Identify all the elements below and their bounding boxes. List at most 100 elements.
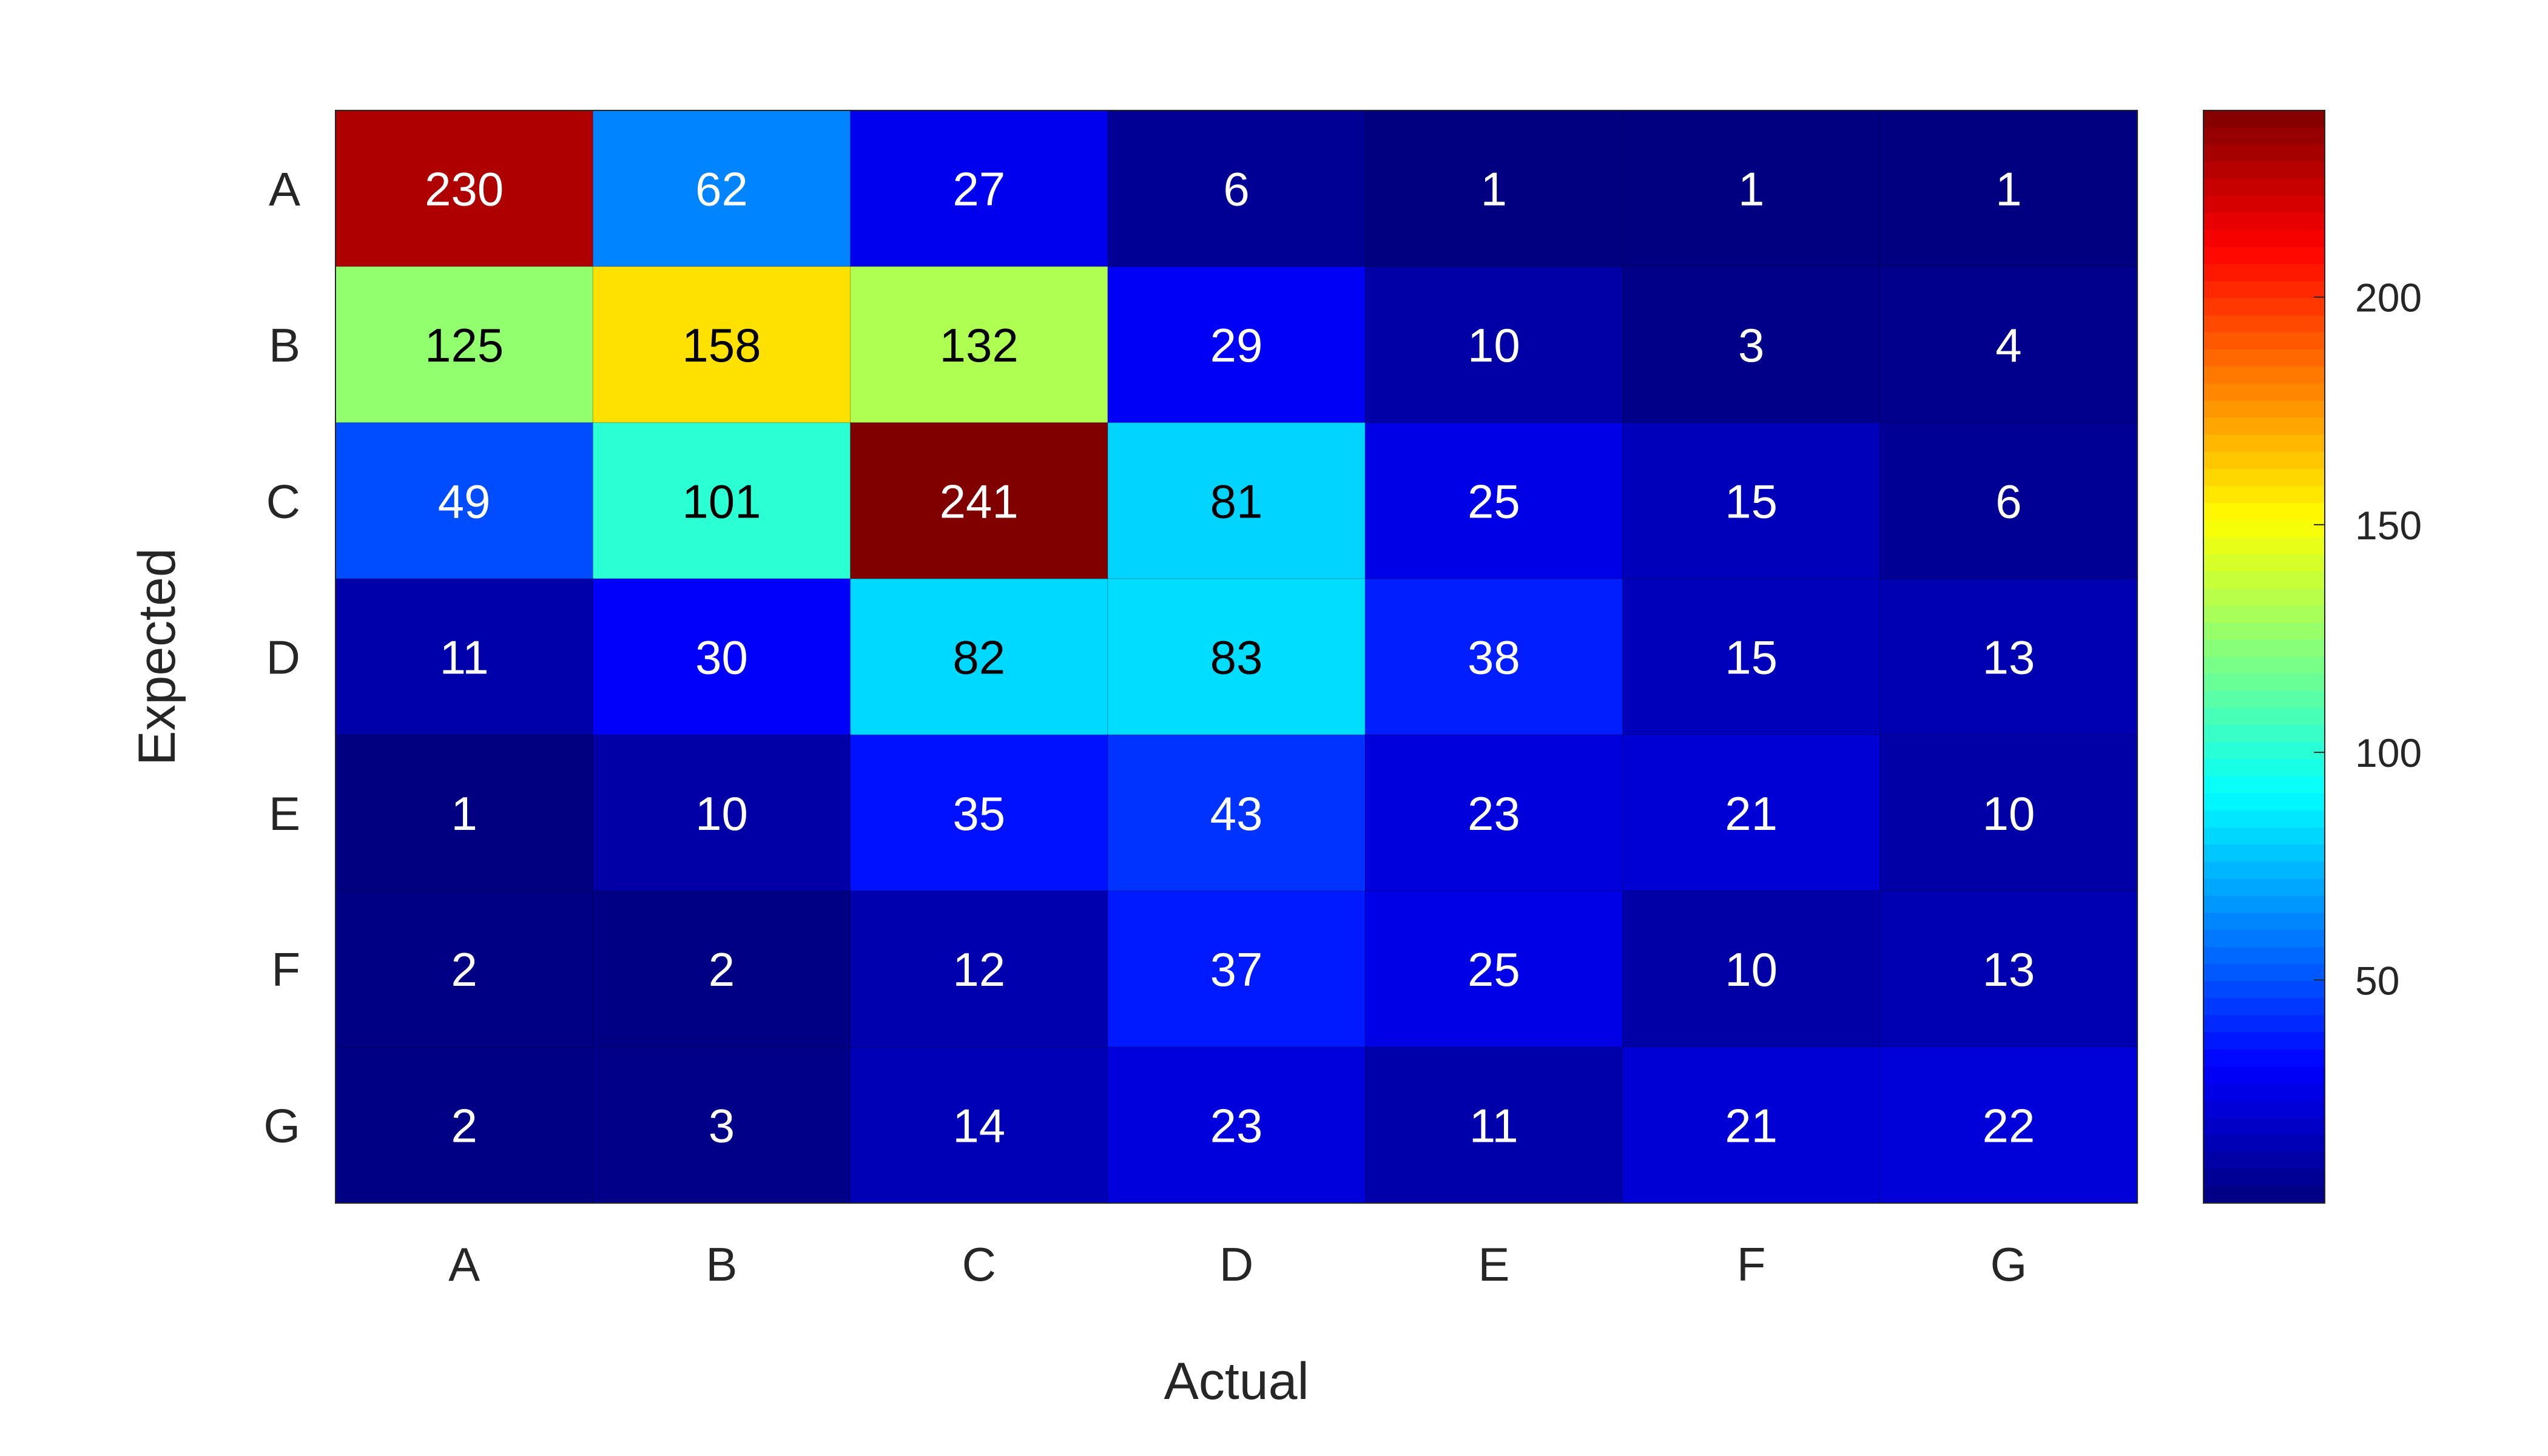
heatmap-cell <box>1622 1046 1881 1204</box>
colorbar-swatch <box>2203 810 2325 828</box>
heatmap-cell <box>592 578 851 736</box>
heatmap-cell <box>335 578 594 736</box>
heatmap-cell <box>592 1046 851 1204</box>
heatmap-cell <box>849 1046 1109 1204</box>
cell-value-label: 83 <box>1210 631 1263 684</box>
cell-value-label: 15 <box>1725 474 1778 528</box>
colorbar-swatch <box>2203 861 2325 879</box>
cell-value-label: 2 <box>709 943 735 996</box>
cell-value-label: 241 <box>940 474 1019 528</box>
heatmap-cell <box>1879 1046 2138 1204</box>
heatmap-cell <box>1364 266 1623 423</box>
cell-value-label: 6 <box>1995 474 2021 528</box>
colorbar-swatch <box>2203 656 2325 675</box>
colorbar-swatch <box>2203 690 2325 709</box>
heatmap-cell <box>592 734 851 892</box>
x-tick-label: B <box>706 1238 737 1291</box>
cell-value-label: 3 <box>1738 318 1764 372</box>
heatmap-cell <box>335 1046 594 1204</box>
heatmap-cell <box>592 890 851 1048</box>
colorbar-swatch <box>2203 1049 2325 1067</box>
cell-value-label: 27 <box>952 163 1005 216</box>
cell-value-label: 230 <box>425 163 504 216</box>
colorbar-swatch <box>2203 349 2325 367</box>
cell-value-label: 30 <box>695 631 748 684</box>
heatmap-cell <box>1879 110 2138 268</box>
cell-value-label: 10 <box>1725 943 1778 996</box>
y-tick-label: D <box>266 631 300 684</box>
y-tick-label: E <box>269 787 300 840</box>
colorbar-swatch <box>2203 588 2325 606</box>
cell-value-label: 22 <box>1983 1099 2035 1152</box>
heatmap-cell <box>1622 890 1881 1048</box>
cell-value-label: 15 <box>1725 631 1778 684</box>
heatmap-cell <box>592 266 851 423</box>
colorbar-swatch <box>2203 1117 2325 1136</box>
colorbar-swatch <box>2203 827 2325 845</box>
cell-value-label: 21 <box>1725 787 1778 840</box>
cell-value-label: 12 <box>952 943 1005 996</box>
colorbar-swatch <box>2203 486 2325 504</box>
cell-value-label: 158 <box>682 318 761 372</box>
cell-value-label: 35 <box>952 787 1005 840</box>
colorbar-tick-label: 50 <box>2355 958 2399 1003</box>
cell-value-label: 1 <box>1995 163 2021 216</box>
cell-value-label: 49 <box>438 474 491 528</box>
cell-value-label: 4 <box>1995 318 2021 372</box>
colorbar-swatch <box>2203 1015 2325 1033</box>
colorbar-swatch <box>2203 1084 2325 1101</box>
cell-value-label: 13 <box>1983 943 2035 996</box>
x-tick-label: E <box>1478 1238 1509 1291</box>
colorbar-swatch <box>2203 673 2325 692</box>
colorbar-swatch <box>2203 537 2325 555</box>
colorbar-swatch <box>2203 776 2325 794</box>
colorbar-swatch <box>2203 912 2325 931</box>
colorbar: 50 100 150 200 <box>2203 110 2422 1204</box>
cell-value-label: 10 <box>695 787 748 840</box>
colorbar-tick-label: 150 <box>2355 503 2422 548</box>
colorbar-swatch <box>2203 742 2325 760</box>
cell-value-label: 43 <box>1210 787 1263 840</box>
colorbar-swatch <box>2203 315 2325 333</box>
colorbar-swatch <box>2203 1134 2325 1153</box>
heatmap-cells <box>335 110 2138 1204</box>
cell-value-label: 1 <box>451 787 477 840</box>
cell-value-label: 14 <box>952 1099 1005 1152</box>
cell-value-label: 132 <box>940 318 1019 372</box>
cell-value-label: 81 <box>1210 474 1263 528</box>
x-tick-label: F <box>1737 1238 1766 1291</box>
heatmap-cell <box>849 422 1109 580</box>
cell-value-label: 11 <box>1469 1099 1518 1152</box>
heatmap-cell <box>849 110 1109 268</box>
colorbar-swatch <box>2203 434 2325 453</box>
colorbar-swatch <box>2203 1168 2325 1187</box>
cell-value-label: 37 <box>1210 943 1263 996</box>
cell-value-label: 3 <box>709 1099 735 1152</box>
heatmap-cell <box>1364 578 1623 736</box>
y-tick-label: C <box>266 474 300 528</box>
heatmap-cell <box>1622 110 1881 268</box>
heatmap-cell <box>1107 890 1366 1048</box>
cell-value-label: 10 <box>1983 787 2035 840</box>
heatmap-cell <box>1879 422 2138 580</box>
colorbar-swatch <box>2203 178 2325 197</box>
colorbar-swatch <box>2203 1032 2325 1050</box>
colorbar-swatch <box>2203 195 2325 214</box>
colorbar-swatch <box>2203 127 2325 145</box>
heatmap-cell <box>1879 578 2138 736</box>
cell-value-label: 101 <box>682 474 761 528</box>
colorbar-swatch <box>2203 605 2325 623</box>
cell-value-label: 23 <box>1210 1099 1263 1152</box>
heatmap-cell <box>335 734 594 892</box>
colorbar-swatch <box>2203 981 2325 999</box>
x-tick-label: C <box>962 1238 996 1291</box>
colorbar-swatch <box>2203 1100 2325 1118</box>
cell-value-label: 10 <box>1468 318 1520 372</box>
colorbar-swatch <box>2203 520 2325 538</box>
cell-value-label: 38 <box>1468 631 1520 684</box>
cell-value-label: 1 <box>1738 163 1764 216</box>
heatmap-cell <box>335 422 594 580</box>
colorbar-tick-label: 200 <box>2355 275 2422 320</box>
